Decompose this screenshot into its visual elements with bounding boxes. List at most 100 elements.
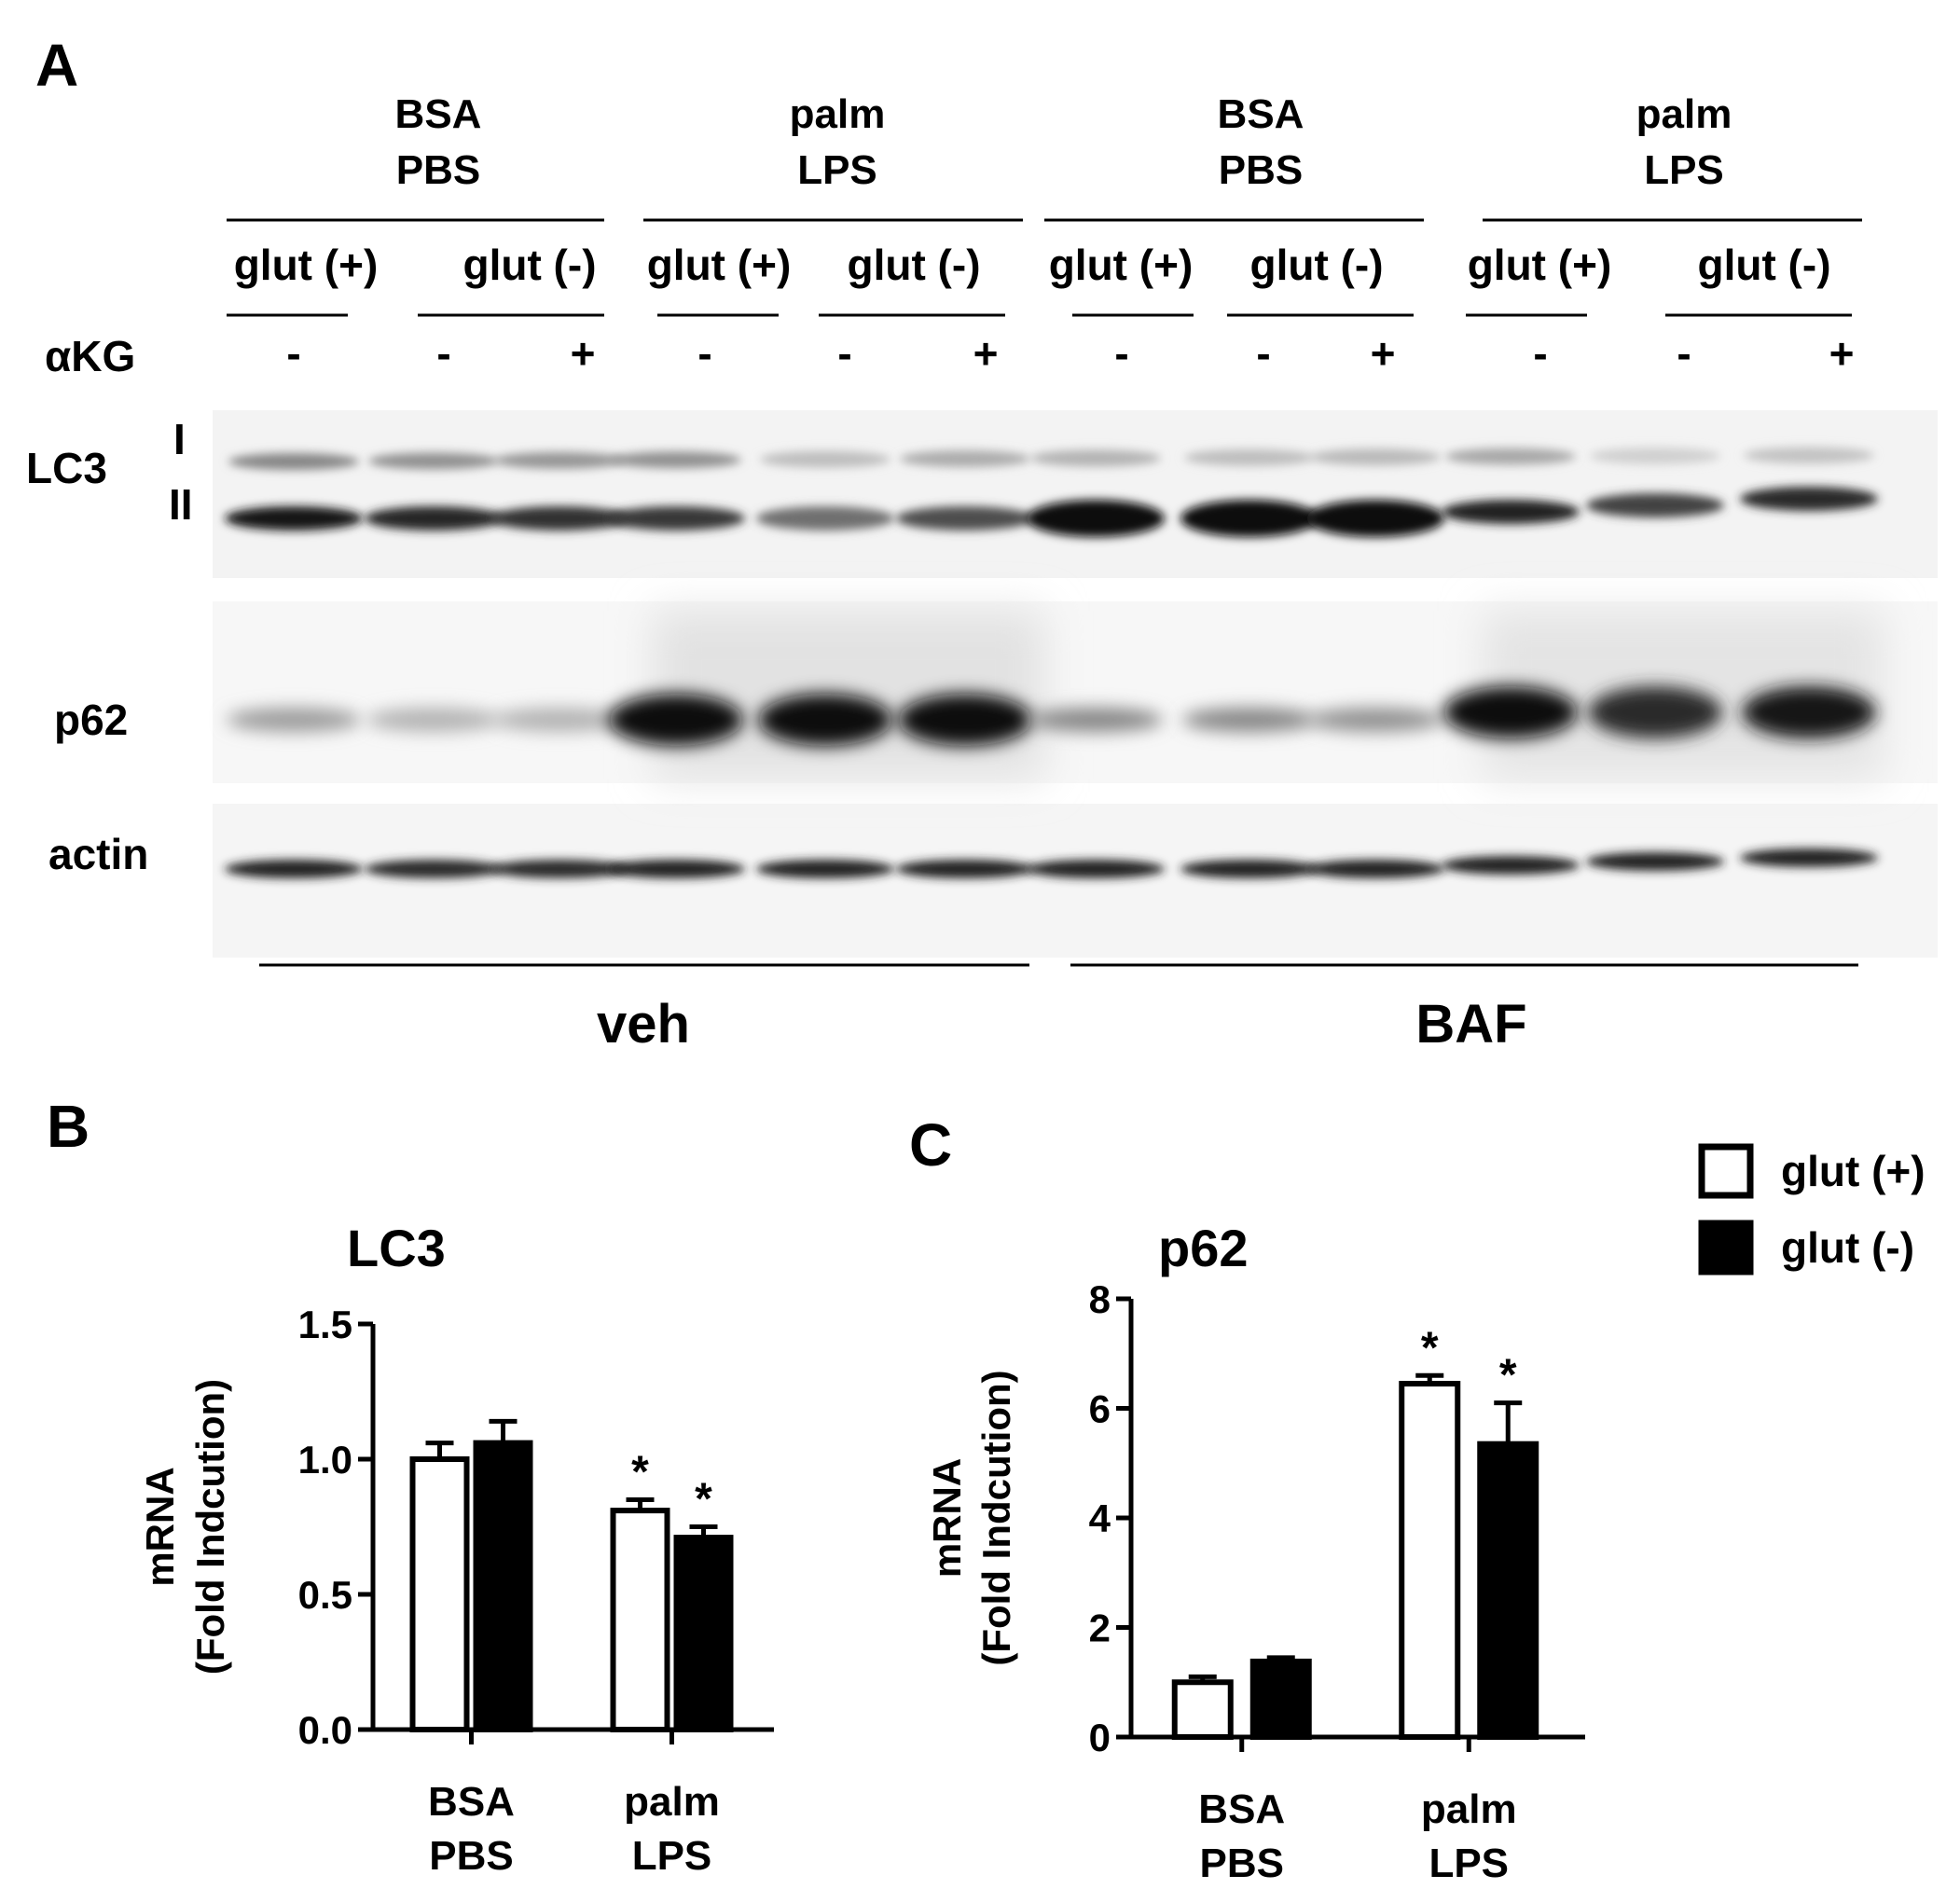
- treatment-label-baf: BAF: [1415, 994, 1526, 1055]
- actin-row-label: actin: [48, 830, 148, 878]
- actin-band: [1586, 852, 1724, 871]
- y-axis-label: (Fold Indcution): [974, 1370, 1018, 1665]
- akg-value: -: [697, 329, 711, 378]
- akg-value: -: [286, 329, 300, 378]
- chart-c: p62 0 2 4 6 8 mRNA (Fold Indcution) BSA PBS palm LP…: [925, 1219, 1585, 1886]
- lc3-i-band: [760, 450, 890, 468]
- bar: [673, 1535, 734, 1732]
- y-tick-label: 1.5: [298, 1303, 352, 1346]
- bar: [610, 1508, 670, 1732]
- lc3-i-band: [494, 451, 625, 469]
- actin-band: [1180, 860, 1318, 878]
- group-header-line1: palm: [1636, 91, 1732, 137]
- akg-value: -: [1677, 329, 1691, 378]
- bar: [1171, 1679, 1234, 1740]
- actin-band: [225, 860, 363, 878]
- y-tick-label: 6: [1089, 1387, 1111, 1431]
- x-category-label: BSA: [1198, 1786, 1285, 1832]
- group-header-line1: BSA: [395, 91, 482, 137]
- x-category-label: LPS: [632, 1833, 712, 1879]
- lc3-ii-band: [607, 506, 745, 531]
- chart-title: LC3: [347, 1219, 446, 1277]
- y-axis-label: mRNA: [138, 1467, 182, 1586]
- glut-label: glut (-): [462, 241, 596, 289]
- akg-value: +: [1371, 329, 1396, 378]
- blot-bands: [225, 447, 1878, 878]
- y-tick-label: 0: [1089, 1716, 1111, 1759]
- lc3-i-band: [1445, 448, 1576, 465]
- lc3-row-label: LC3: [26, 444, 107, 492]
- glut-label: glut (-): [847, 241, 980, 289]
- akg-value: +: [571, 329, 596, 378]
- legend-label-glut-plus: glut (+): [1781, 1147, 1925, 1195]
- lc3-i-band: [1744, 447, 1874, 464]
- group-header-line1: palm: [790, 91, 886, 137]
- group-header-line1: BSA: [1218, 91, 1304, 137]
- lc3-i-band: [368, 452, 499, 470]
- akg-value: +: [1829, 329, 1855, 378]
- lc3-ii-band: [225, 506, 363, 531]
- chart-b: LC3 0.0 0.5 1.0 1.5 mRNA (Fold Indcution) BSA PB…: [138, 1219, 774, 1879]
- p62-row-label: p62: [54, 696, 128, 744]
- panel-c-label: C: [909, 1111, 952, 1179]
- actin-band: [896, 860, 1034, 878]
- lc3-i-band: [228, 453, 359, 470]
- akg-value: -: [1256, 329, 1270, 378]
- glut-label: glut (+): [647, 241, 792, 289]
- legend: glut (+) glut (-): [1698, 1143, 1925, 1275]
- panel-a-label: A: [35, 32, 78, 99]
- actin-band: [365, 860, 503, 878]
- lc3-ii-band: [1740, 487, 1878, 511]
- x-category-label: PBS: [429, 1833, 513, 1879]
- actin-blot-background: [213, 804, 1938, 958]
- lc3-i-band: [611, 451, 741, 469]
- lc3-ii-band: [365, 506, 503, 531]
- y-axis-label: (Fold Indcution): [188, 1379, 232, 1675]
- p62-band: [898, 694, 1032, 746]
- lc3-ii-band: [896, 506, 1034, 531]
- group-header-line2: PBS: [1219, 147, 1303, 193]
- y-tick-label: 2: [1089, 1606, 1111, 1650]
- x-category-label: LPS: [1429, 1841, 1509, 1886]
- glut-label: glut (+): [1049, 241, 1194, 289]
- lc3-ii-band: [756, 506, 894, 531]
- lc3-i-label: I: [173, 415, 186, 463]
- lc3-ii-band: [490, 506, 628, 531]
- glut-label: glut (-): [1249, 241, 1383, 289]
- glut-label: glut (+): [1468, 241, 1612, 289]
- lc3-ii-band: [1180, 500, 1318, 537]
- p62-band: [758, 694, 892, 746]
- p62-smear: [653, 611, 1044, 779]
- lc3-ii-label: II: [169, 480, 193, 529]
- significance-star: *: [695, 1475, 712, 1524]
- y-tick-label: 0.0: [298, 1708, 352, 1752]
- y-tick-label: 4: [1089, 1496, 1111, 1540]
- significance-star: *: [631, 1448, 649, 1497]
- actin-band: [490, 860, 628, 878]
- glut-label: glut (+): [234, 241, 379, 289]
- p62-band: [1443, 686, 1578, 738]
- lc3-i-band: [900, 450, 1030, 467]
- akg-value: -: [1533, 329, 1547, 378]
- group-header-line2: PBS: [396, 147, 480, 193]
- lc3-ii-band: [1306, 500, 1444, 537]
- panel-b-label: B: [47, 1093, 90, 1160]
- group-headers: BSA PBS palm LPS BSA PBS palm LPS: [395, 91, 1732, 193]
- x-category-label: palm: [624, 1779, 720, 1825]
- glut-labels: glut (+) glut (-) glut (+) glut (-) glut…: [234, 241, 1831, 289]
- p62-band: [492, 708, 627, 732]
- bar: [409, 1456, 470, 1732]
- actin-band: [1027, 860, 1165, 878]
- lc3-ii-band: [1586, 493, 1724, 517]
- glut-label: glut (-): [1697, 241, 1830, 289]
- bar: [1399, 1381, 1461, 1740]
- y-tick-label: 0.5: [298, 1573, 352, 1617]
- p62-band: [1028, 708, 1163, 732]
- lc3-i-band: [1590, 448, 1720, 464]
- akg-value: -: [1114, 329, 1128, 378]
- akg-label: αKG: [45, 332, 135, 380]
- x-category-label: PBS: [1200, 1841, 1284, 1886]
- akg-value: -: [436, 329, 450, 378]
- group-header-line2: LPS: [797, 147, 877, 193]
